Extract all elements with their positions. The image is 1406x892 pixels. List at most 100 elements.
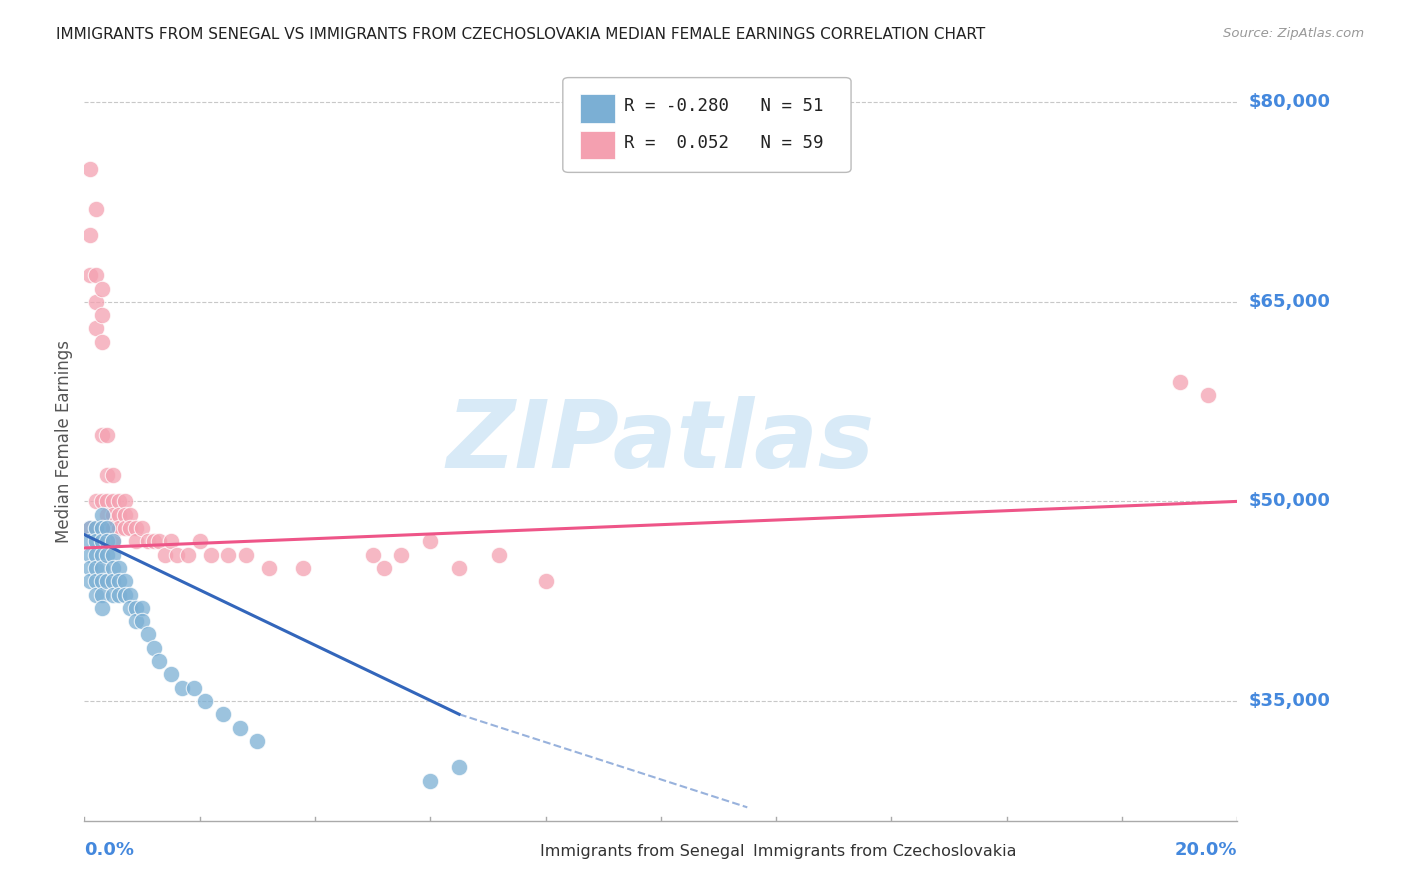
Point <box>183 681 205 695</box>
Point <box>84 321 107 335</box>
Point <box>108 494 131 508</box>
Point <box>172 681 194 695</box>
Text: $65,000: $65,000 <box>1249 293 1330 311</box>
Point <box>96 548 118 562</box>
Point <box>84 548 107 562</box>
Point <box>84 574 107 589</box>
Point <box>160 534 183 549</box>
Point <box>131 600 153 615</box>
Point <box>84 202 107 216</box>
Point <box>90 508 112 522</box>
Point <box>125 534 148 549</box>
Point <box>90 521 112 535</box>
Point <box>114 574 136 589</box>
Point <box>125 521 148 535</box>
Point <box>120 600 142 615</box>
Point <box>114 494 136 508</box>
Point <box>218 548 240 562</box>
Point <box>120 508 142 522</box>
Point <box>114 508 136 522</box>
Point <box>108 574 131 589</box>
Point <box>114 587 136 601</box>
Point <box>79 521 101 535</box>
Point <box>96 574 118 589</box>
Point <box>108 508 131 522</box>
Point <box>148 654 170 668</box>
Point <box>103 508 124 522</box>
Point <box>229 721 252 735</box>
Point <box>96 521 118 535</box>
Text: 0.0%: 0.0% <box>84 840 135 859</box>
Point <box>79 268 101 283</box>
Text: ZIPatlas: ZIPatlas <box>447 395 875 488</box>
Text: Immigrants from Senegal: Immigrants from Senegal <box>540 844 744 859</box>
Point <box>79 561 101 575</box>
Point <box>90 494 112 508</box>
Text: R = -0.280   N = 51: R = -0.280 N = 51 <box>624 97 824 115</box>
Point <box>419 534 441 549</box>
Point <box>142 640 165 655</box>
Point <box>90 308 112 322</box>
Point <box>103 561 124 575</box>
Point <box>373 561 395 575</box>
Point <box>90 548 112 562</box>
Point <box>211 707 233 722</box>
Point <box>90 534 112 549</box>
Point <box>534 574 557 589</box>
Point <box>257 561 280 575</box>
Point <box>90 334 112 349</box>
Point <box>125 600 148 615</box>
Point <box>177 548 200 562</box>
Text: $35,000: $35,000 <box>1249 692 1330 710</box>
Y-axis label: Median Female Earnings: Median Female Earnings <box>55 340 73 543</box>
Point <box>449 760 471 774</box>
Bar <box>510 841 536 863</box>
FancyBboxPatch shape <box>562 78 851 172</box>
Point <box>90 587 112 601</box>
Point <box>103 548 124 562</box>
Point <box>120 521 142 535</box>
Point <box>292 561 315 575</box>
Point <box>79 574 101 589</box>
Point <box>200 548 222 562</box>
Point <box>1168 375 1191 389</box>
Text: Immigrants from Czechoslovakia: Immigrants from Czechoslovakia <box>754 844 1017 859</box>
Point <box>103 574 124 589</box>
Point <box>153 548 176 562</box>
Point <box>79 534 101 549</box>
Text: $50,000: $50,000 <box>1249 492 1330 510</box>
Point <box>96 494 118 508</box>
Point <box>79 548 101 562</box>
Point <box>103 534 124 549</box>
Point <box>108 561 131 575</box>
Point <box>79 521 101 535</box>
Point <box>90 428 112 442</box>
Text: Source: ZipAtlas.com: Source: ZipAtlas.com <box>1223 27 1364 40</box>
Point <box>90 521 112 535</box>
Point <box>103 521 124 535</box>
Point <box>84 561 107 575</box>
Point <box>114 521 136 535</box>
Point <box>79 161 101 176</box>
Point <box>1198 388 1220 402</box>
Point <box>84 521 107 535</box>
Point <box>90 574 112 589</box>
Point <box>96 428 118 442</box>
Point <box>235 548 257 562</box>
Point <box>131 614 153 628</box>
Text: 20.0%: 20.0% <box>1175 840 1237 859</box>
Point <box>136 627 159 641</box>
Point <box>84 268 107 283</box>
Point <box>103 534 124 549</box>
Point <box>419 773 441 788</box>
Point <box>79 228 101 243</box>
Point <box>96 467 118 482</box>
Point <box>246 734 269 748</box>
Point <box>84 294 107 309</box>
Point <box>103 467 124 482</box>
Point <box>90 600 112 615</box>
Point <box>449 561 471 575</box>
Point <box>96 508 118 522</box>
Point <box>84 534 107 549</box>
Bar <box>581 130 614 160</box>
